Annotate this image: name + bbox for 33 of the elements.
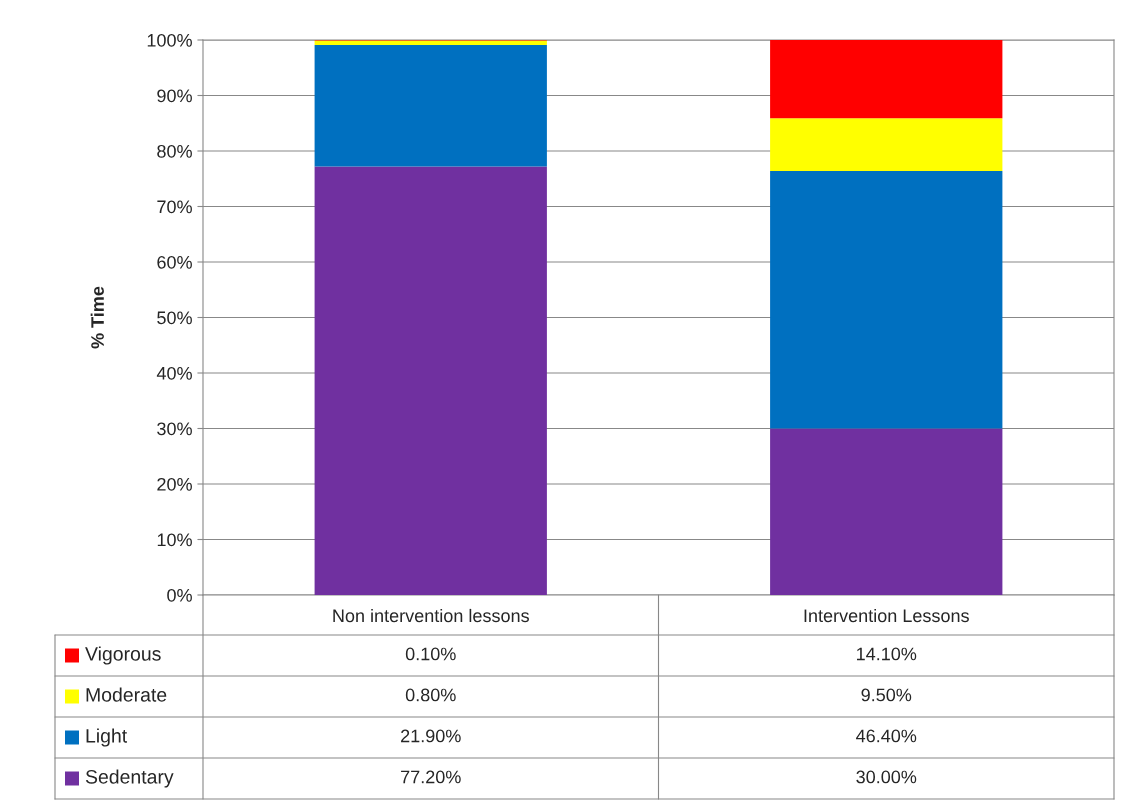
legend-label: Vigorous <box>85 646 161 665</box>
legend-label: Sedentary <box>85 769 174 788</box>
x-tick-label: Non intervention lessons <box>333 608 529 623</box>
bar <box>314 166 547 595</box>
x-tick-label: Intervention Lessons <box>804 608 969 623</box>
data-label: 14.10% <box>857 647 917 661</box>
y-tick-label: 10% <box>157 533 192 547</box>
y-axis-title: % Time <box>90 286 104 349</box>
data-label: 77.20% <box>401 770 461 784</box>
data-label: 46.40% <box>856 729 917 743</box>
y-tick-label: 50% <box>157 311 192 325</box>
data-label: 0.80% <box>405 688 456 702</box>
bar <box>314 40 547 45</box>
legend-label: Light <box>86 728 128 747</box>
y-tick-label: 30% <box>157 422 192 436</box>
data-label: 21.90% <box>401 729 461 743</box>
y-tick-label: 90% <box>157 89 192 103</box>
bar <box>770 170 1003 429</box>
bar <box>770 118 1003 171</box>
legend-label: Moderate <box>86 687 167 702</box>
y-tick-label: 20% <box>157 477 192 491</box>
data-label: 0.10% <box>405 647 456 661</box>
y-tick-label: 0% <box>167 588 192 602</box>
y-tick-label: 100% <box>147 33 192 47</box>
bar <box>314 45 547 167</box>
y-tick-label: 60% <box>157 255 192 269</box>
bar <box>770 428 1003 595</box>
bar <box>770 40 1003 119</box>
y-tick-label: 40% <box>156 366 192 380</box>
y-tick-label: 80% <box>157 144 192 158</box>
y-tick-label: 70% <box>157 200 192 214</box>
data-label: 9.50% <box>861 688 912 702</box>
data-label: 30.00% <box>856 770 917 784</box>
